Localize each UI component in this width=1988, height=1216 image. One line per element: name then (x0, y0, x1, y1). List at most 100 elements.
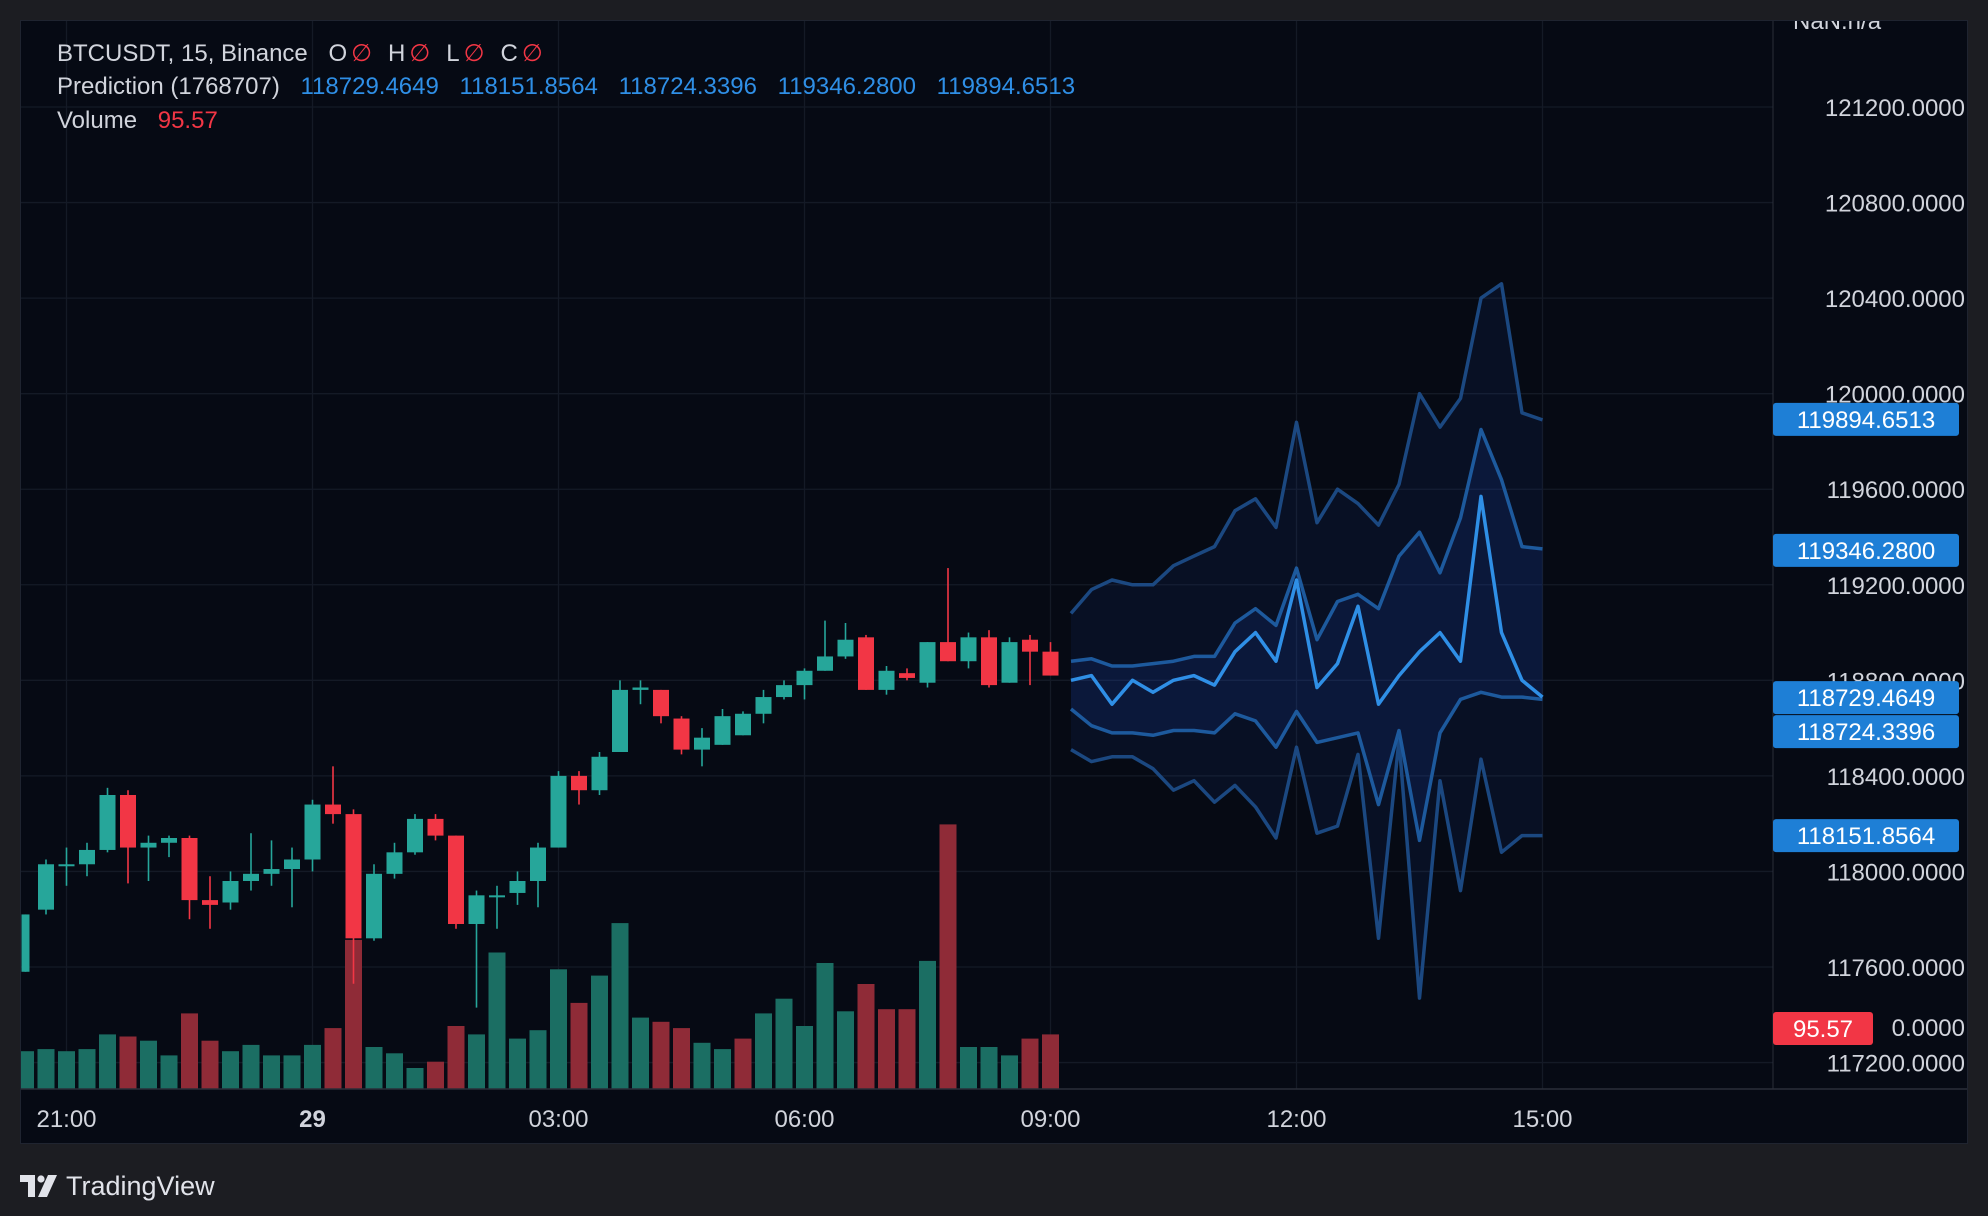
candle-body (509, 881, 526, 893)
volume-bar (345, 939, 362, 1089)
prediction-value-4: 119346.2800 (777, 73, 916, 100)
candle-body (38, 864, 54, 910)
volume-bar (714, 1049, 731, 1089)
candle-body (1022, 639, 1038, 652)
volume-badge-bg (1773, 1012, 1873, 1045)
candle-body (325, 804, 341, 815)
candle-body (1001, 642, 1018, 683)
ohlc-value-l: ∅ (463, 40, 485, 67)
price-badge-text: 119346.2800 (1797, 538, 1935, 565)
volume-bar (960, 1047, 977, 1089)
volume-bar (878, 1009, 895, 1089)
candle (79, 842, 95, 877)
candle (58, 847, 75, 886)
ohlc-value-o: ∅ (351, 40, 373, 67)
candle-body (796, 670, 813, 686)
ohlc-key-l: L (446, 40, 460, 67)
volume-bar (1042, 1034, 1059, 1089)
volume-bar (611, 923, 629, 1089)
volume-value: 95.57 (157, 107, 218, 134)
volume-bar (427, 1061, 444, 1089)
time-axis[interactable]: 21:00 29 03:00 06:00 09:00 12:00 15:00 (21, 1088, 1967, 1133)
candle (181, 835, 198, 920)
candle (694, 728, 710, 767)
price-badge-bg (1773, 402, 1959, 436)
candle (99, 787, 116, 853)
time-tick-label: 21:00 (36, 1106, 96, 1133)
candle-body (140, 842, 157, 848)
candle (1001, 637, 1018, 683)
price-badge: 119894.6513 (1773, 402, 1959, 436)
candle (817, 620, 833, 671)
price-badge-text: 118724.3396 (1797, 719, 1935, 746)
price-badge-text: 118151.8564 (1797, 823, 1935, 850)
prediction-value-2: 118151.8564 (459, 73, 598, 100)
price-badge-bg (1773, 533, 1959, 567)
tradingview-logo-icon (20, 1175, 57, 1197)
price-badges: 119894.6513 119346.2800 118729.4649 118724.… (1773, 402, 1959, 1045)
prediction-value-5: 119894.6513 (936, 73, 1076, 100)
price-tick-label: 117600.0000 (1827, 955, 1965, 982)
volume-bar (58, 1051, 75, 1089)
chart-pane[interactable]: 121200.0000 120800.0000 120400.0000 120000.… (20, 20, 1968, 1144)
candle (448, 835, 464, 929)
ohlc-key-o: O (328, 40, 348, 67)
volume-bar (181, 1013, 198, 1089)
candle (386, 842, 403, 879)
volume-bar (140, 1040, 157, 1089)
volume-bar (509, 1038, 526, 1089)
time-tick-label: 29 (299, 1106, 326, 1133)
volume-bar (529, 1030, 547, 1089)
price-badge-text: 119894.6513 (1797, 407, 1935, 434)
chart-svg[interactable]: 121200.0000120800.0000120400.0000120000.… (21, 21, 1967, 1143)
candle-body (550, 775, 567, 848)
volume-bar (693, 1042, 711, 1089)
candle (509, 871, 526, 905)
legend-symbol-row[interactable]: BTCUSDT, 15, Binance O ∅ H ∅ L ∅ C ∅ (57, 39, 573, 68)
volume-bar (837, 1011, 854, 1089)
volume-bar (365, 1047, 383, 1089)
candle (140, 835, 157, 881)
candle-body (79, 849, 95, 865)
prediction-upper-inner-line (1070, 427, 1543, 668)
candle-body (386, 852, 403, 874)
prediction-lines (1069, 282, 1544, 1000)
candle (21, 914, 30, 972)
candle-body (714, 716, 731, 745)
candle-body (243, 873, 259, 881)
candles[interactable] (21, 568, 1059, 1008)
prediction-lower-outer-line (1070, 738, 1543, 1000)
volume-bar (406, 1068, 424, 1089)
volume-bar (898, 1009, 916, 1089)
candle-body (899, 673, 915, 678)
volume-label: Volume (57, 107, 138, 134)
volume-bar (570, 1002, 588, 1089)
price-badge-bg (1773, 715, 1959, 749)
candle (612, 680, 628, 752)
time-tick-label: 09:00 (1020, 1106, 1080, 1133)
volume-bar (447, 1026, 465, 1089)
volume-bar (919, 960, 936, 1089)
volume-bar (816, 963, 834, 1089)
price-badge: 118151.8564 (1773, 819, 1959, 853)
volume-bar (1021, 1038, 1039, 1089)
candle-body (530, 847, 546, 881)
price-badge: 119346.2800 (1773, 533, 1959, 567)
candle-body (427, 818, 444, 836)
volume-bar (857, 984, 875, 1089)
tradingview-logo[interactable]: TradingView (20, 1171, 215, 1202)
legend-prediction-row[interactable]: Prediction (1768707) 118729.4649 118151.… (57, 73, 1089, 101)
candle (776, 680, 792, 700)
volume-badge: 95.57 (1773, 1012, 1873, 1045)
candle (899, 668, 915, 681)
legend-volume-row[interactable]: Volume 95.57 (57, 107, 232, 135)
prediction-value-1: 118729.4649 (300, 73, 439, 100)
volume-bar (21, 1051, 34, 1089)
volume-bar (939, 824, 957, 1089)
candle (325, 766, 341, 824)
candle-body (673, 718, 690, 750)
candle (427, 814, 444, 841)
candle-body (58, 864, 75, 867)
candle-body (99, 795, 116, 850)
price-badge-bg (1773, 681, 1959, 715)
